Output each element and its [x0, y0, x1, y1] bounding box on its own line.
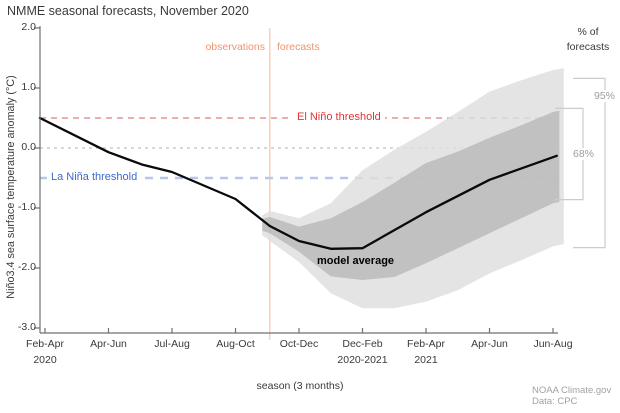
y-axis-title: Niño3.4 sea surface temperature anomaly … [5, 75, 17, 299]
bracket-95-label: 95% [592, 90, 618, 102]
model-average-label: model average [317, 255, 395, 267]
bracket-95 [573, 77, 606, 249]
model-average-line [38, 116, 558, 250]
x-tick-label: Dec-Feb [342, 338, 383, 350]
band-68-percent [262, 110, 560, 280]
y-tick-label: 2.0 [21, 21, 36, 33]
forecasts-label: forecasts [277, 41, 320, 53]
x-year-label: 2021 [414, 354, 438, 366]
y-tick-label: 1.0 [21, 81, 36, 93]
x-year-label: 2020-2021 [337, 354, 388, 366]
x-tick-label: Oct-Dec [279, 338, 319, 350]
x-tick-label: Jun-Aug [533, 338, 573, 350]
x-tick-label: Apr-Jun [471, 338, 508, 350]
chart-title: NMME seasonal forecasts, November 2020 [7, 4, 249, 18]
y-tick-label: 0.0 [21, 141, 36, 153]
x-axis-title: season (3 months) [256, 380, 344, 392]
x-tick-label: Feb-Apr [26, 338, 64, 350]
el-nino-threshold-label: El Niño threshold [293, 111, 385, 123]
pct-of-forecasts-label: % of forecasts [556, 25, 620, 55]
attribution: NOAA Climate.gov Data: CPC [532, 385, 612, 407]
y-tick-label: -1.0 [17, 201, 36, 213]
x-tick-label: Aug-Oct [216, 338, 255, 350]
x-tick-label: Apr-Jun [90, 338, 127, 350]
pct-of-forecasts-line2: forecasts [566, 41, 610, 53]
la-nina-threshold-label: La Niña threshold [47, 171, 142, 183]
pct-of-forecasts-line1: % of [577, 26, 599, 38]
y-tick-label: -2.0 [17, 261, 36, 273]
attribution-source: NOAA Climate.gov [532, 385, 612, 396]
x-year-label: 2020 [33, 354, 57, 366]
attribution-data: Data: CPC [532, 395, 578, 407]
x-tick-label: Feb-Apr [407, 338, 445, 350]
observations-label: observations [205, 41, 265, 53]
bracket-68-label: 68% [571, 148, 597, 160]
y-tick-label: -3.0 [17, 321, 36, 333]
x-tick-label: Jul-Aug [154, 338, 190, 350]
